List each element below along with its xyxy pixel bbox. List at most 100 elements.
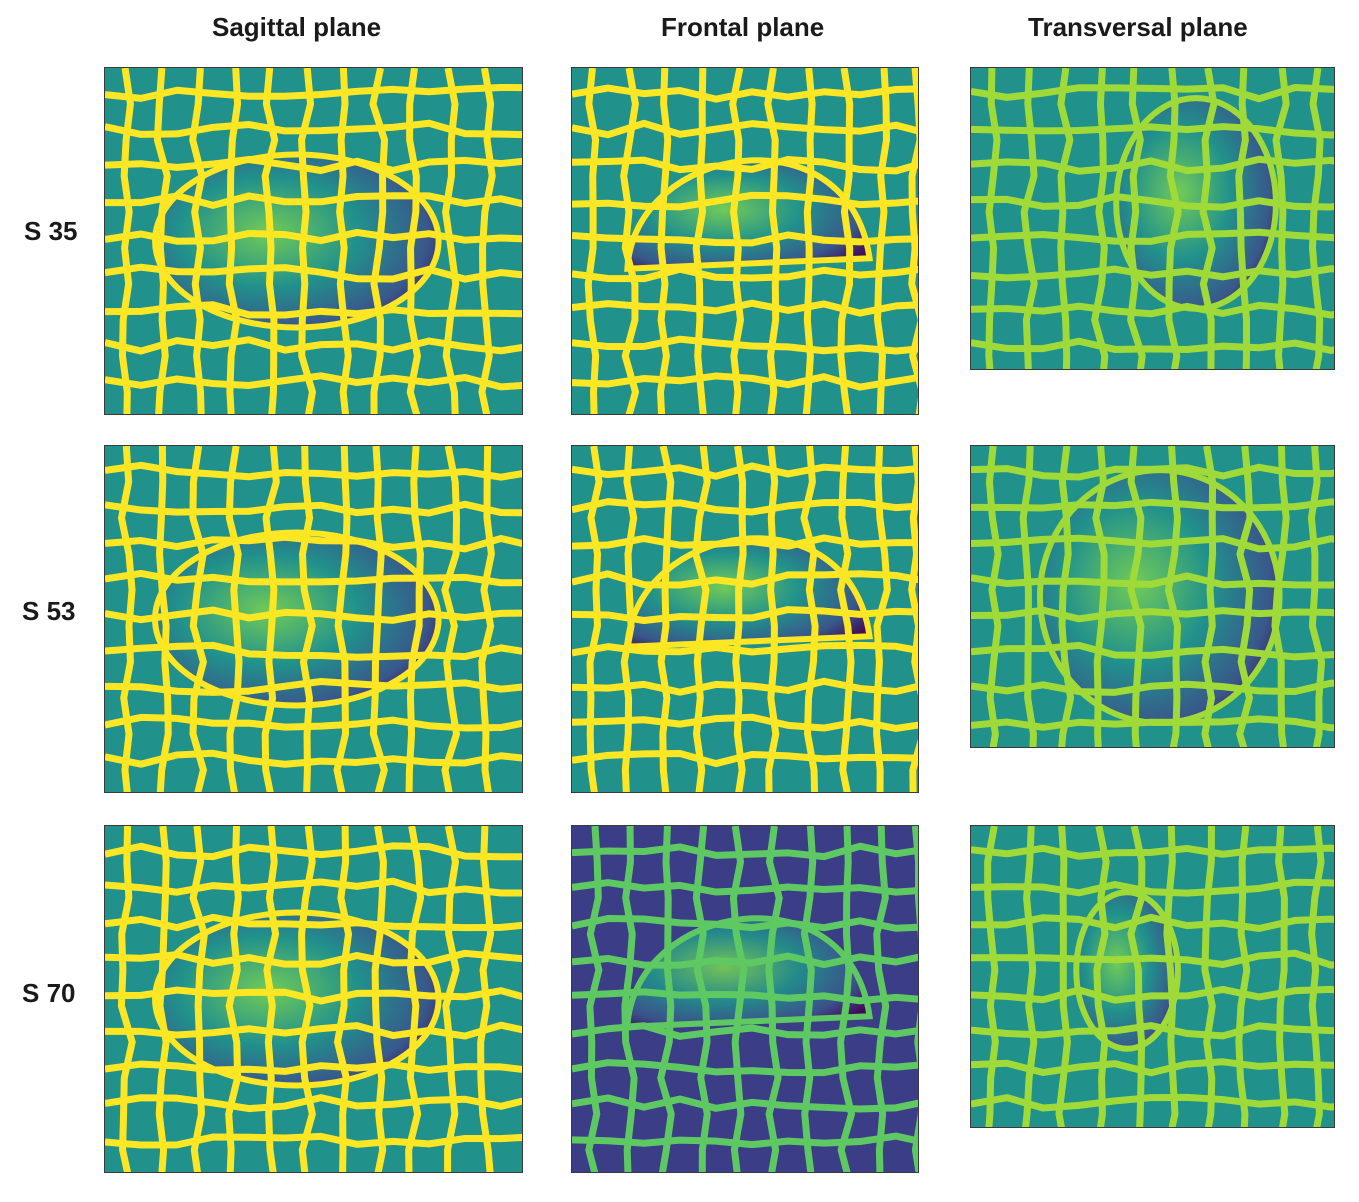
column-header-transversal: Transversal plane: [1028, 12, 1248, 42]
boundary-line-horizontal: [105, 678, 522, 696]
supervoxel-boundaries: [572, 446, 918, 792]
panel-sagittal-s35: [104, 67, 523, 415]
boundary-line-vertical: [1164, 446, 1182, 747]
boundary-line-horizontal: [105, 301, 522, 319]
column-header-sagittal: Sagittal plane: [212, 12, 382, 42]
region-outline: [152, 909, 442, 1089]
boundary-line-horizontal: [971, 572, 1334, 589]
supervoxel-map: [105, 826, 522, 1172]
boundary-line-horizontal: [971, 1093, 1334, 1112]
supervoxel-boundaries: [105, 826, 522, 1172]
region-outline: [624, 915, 873, 1030]
supervoxel-map: [572, 68, 918, 414]
region-outline: [152, 529, 442, 709]
boundary-line-horizontal: [572, 641, 918, 657]
boundary-line-horizontal: [572, 749, 918, 768]
supervoxel-boundaries: [572, 826, 918, 1172]
boundary-line-vertical: [1020, 68, 1038, 369]
boundary-line-vertical: [1308, 68, 1324, 369]
boundary-line-horizontal: [971, 337, 1334, 354]
boundary-line-vertical: [1127, 446, 1145, 747]
region-outline: [1113, 95, 1279, 312]
supervoxel-boundaries: [971, 68, 1334, 369]
supervoxel-map: [572, 826, 918, 1172]
boundary-line-horizontal: [105, 228, 522, 245]
boundary-line-vertical: [1275, 826, 1289, 1127]
boundary-line-horizontal: [105, 372, 522, 391]
boundary-line-vertical: [477, 826, 495, 1172]
boundary-line-horizontal: [105, 263, 522, 283]
boundary-line-vertical: [155, 826, 170, 1172]
boundary-line-vertical: [478, 68, 496, 414]
boundary-line-vertical: [837, 446, 855, 792]
boundary-line-vertical: [1022, 826, 1038, 1127]
boundary-line-horizontal: [572, 191, 918, 211]
boundary-line-vertical: [333, 446, 351, 792]
boundary-line-horizontal: [105, 641, 522, 661]
panel-frontal-s70: [571, 825, 919, 1173]
boundary-line-vertical: [729, 826, 748, 1172]
boundary-line-vertical: [873, 826, 890, 1172]
boundary-line-vertical: [584, 68, 600, 414]
boundary-line-vertical: [369, 446, 388, 792]
supervoxel-boundaries: [971, 826, 1334, 1127]
boundary-line-vertical: [1093, 826, 1110, 1127]
boundary-line-horizontal: [572, 119, 918, 139]
boundary-line-vertical: [405, 446, 424, 792]
boundary-line-horizontal: [971, 878, 1334, 897]
boundary-line-horizontal: [105, 156, 522, 174]
region-outline: [624, 157, 873, 272]
boundary-line-horizontal: [105, 606, 522, 624]
boundary-line-vertical: [189, 446, 207, 792]
row-label-s35: S 35: [24, 216, 78, 246]
boundary-line-horizontal: [971, 534, 1334, 553]
region-outline: [1036, 467, 1283, 726]
boundary-line-horizontal: [105, 533, 522, 553]
panel-transversal-s70: [970, 825, 1335, 1128]
boundary-line-vertical: [1307, 446, 1326, 747]
boundary-line-vertical: [1091, 68, 1109, 369]
boundary-line-horizontal: [572, 155, 918, 175]
boundary-line-horizontal: [572, 534, 918, 550]
boundary-line-vertical: [1272, 68, 1290, 369]
region-outline: [624, 535, 873, 650]
row-label-s53: S 53: [22, 596, 76, 626]
boundary-line-vertical: [1127, 68, 1146, 369]
boundary-line-vertical: [153, 68, 171, 414]
panel-frontal-s35: [571, 67, 919, 415]
boundary-line-horizontal: [971, 1022, 1334, 1040]
boundary-line-horizontal: [572, 1132, 918, 1149]
boundary-line-horizontal: [572, 952, 918, 969]
boundary-line-horizontal: [105, 749, 522, 768]
boundary-line-horizontal: [971, 949, 1334, 969]
supervoxel-boundaries: [572, 68, 918, 414]
boundary-line-horizontal: [572, 842, 918, 861]
boundary-line-vertical: [405, 826, 425, 1172]
boundary-line-horizontal: [971, 228, 1334, 245]
boundary-line-horizontal: [971, 123, 1334, 139]
boundary-line-horizontal: [572, 372, 918, 391]
boundary-line-horizontal: [572, 677, 918, 696]
boundary-line-horizontal: [971, 1058, 1334, 1077]
supervoxel-map: [971, 68, 1334, 369]
boundary-line-horizontal: [105, 1094, 522, 1113]
boundary-line-horizontal: [105, 713, 522, 732]
boundary-line-horizontal: [105, 84, 522, 102]
boundary-line-horizontal: [572, 84, 918, 103]
boundary-line-horizontal: [572, 570, 918, 589]
boundary-line-vertical: [156, 446, 172, 792]
boundary-line-horizontal: [971, 265, 1334, 282]
boundary-line-vertical: [984, 826, 999, 1127]
boundary-line-vertical: [908, 68, 918, 414]
boundary-line-horizontal: [105, 1021, 522, 1040]
boundary-line-vertical: [985, 68, 1001, 369]
boundary-line-horizontal: [105, 569, 522, 587]
boundary-line-horizontal: [105, 1132, 522, 1149]
boundary-line-horizontal: [971, 301, 1334, 319]
boundary-line-horizontal: [971, 155, 1334, 175]
supervoxel-boundaries: [105, 68, 522, 414]
supervoxel-boundaries: [105, 446, 522, 792]
boundary-line-horizontal: [971, 985, 1334, 1004]
boundary-line-horizontal: [105, 500, 522, 517]
boundary-line-horizontal: [105, 461, 522, 481]
